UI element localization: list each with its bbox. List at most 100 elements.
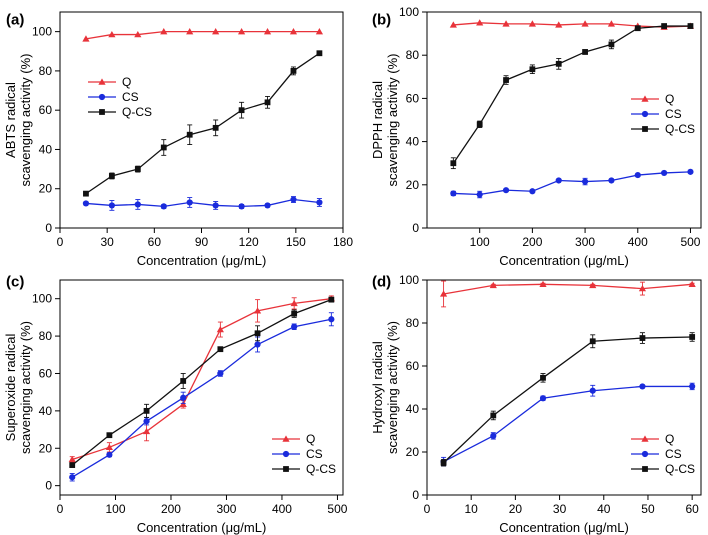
- data-point: [253, 307, 262, 314]
- legend-marker: [642, 466, 648, 472]
- data-point: [689, 334, 696, 340]
- data-point: [639, 383, 646, 390]
- y-tick-label: 80: [406, 316, 420, 330]
- plot-frame: [426, 279, 702, 496]
- data-point: [82, 35, 90, 42]
- legend-label: CS: [122, 90, 139, 104]
- y-axis-label: Superoxide radical: [3, 334, 18, 442]
- y-tick-label: 100: [399, 5, 419, 19]
- legend-label: Q: [306, 432, 315, 446]
- x-tick-label: 500: [327, 502, 347, 516]
- series-line: [453, 171, 691, 196]
- y-tick-label: 60: [406, 359, 420, 373]
- legend-marker: [642, 126, 648, 132]
- legend-label: CS: [665, 107, 682, 121]
- data-point: [555, 177, 562, 184]
- series-line: [443, 385, 693, 463]
- data-point: [476, 191, 483, 198]
- series-line: [85, 30, 320, 40]
- y-tick-label: 20: [39, 441, 53, 455]
- chart-panel-4: (d) 0 10 20 30 40 50 60 0 20 40 60 80 100 Concentratio…: [370, 273, 702, 535]
- data-point: [328, 296, 335, 303]
- y-axis-label: Hydroxyl radical: [370, 341, 385, 434]
- data-point: [69, 474, 76, 481]
- data-point: [502, 187, 510, 194]
- x-tick-label: 40: [597, 502, 611, 516]
- y-axis-label: scavenging activity (%): [385, 54, 400, 187]
- x-tick-label: 0: [57, 235, 64, 249]
- data-point: [639, 335, 646, 341]
- data-point: [160, 203, 167, 210]
- y-axis-label: DPPH radical: [370, 81, 385, 159]
- data-point: [449, 21, 457, 28]
- data-point: [263, 28, 272, 35]
- data-point: [264, 202, 271, 209]
- legend-marker: [641, 435, 649, 442]
- data-point: [69, 462, 76, 468]
- data-point: [160, 28, 168, 35]
- data-point: [490, 432, 497, 439]
- data-point: [490, 412, 497, 419]
- data-point: [638, 285, 647, 292]
- data-point: [291, 310, 298, 317]
- chart-panel-2: (b) 100 200 300 400 500 0 20 40 60 80 100 Concentrat…: [370, 5, 702, 268]
- x-tick-label: 0: [57, 502, 64, 516]
- series-q-cs: [83, 50, 323, 197]
- x-tick-label: 10: [465, 502, 479, 516]
- data-point: [212, 124, 219, 131]
- series-line: [85, 198, 320, 208]
- series-line: [71, 299, 332, 466]
- data-point: [450, 160, 457, 167]
- series-q: [439, 280, 696, 308]
- data-point: [180, 394, 187, 401]
- data-point: [180, 378, 187, 384]
- series-cs: [450, 168, 694, 199]
- x-axis-label: Concentration (μg/mL): [137, 253, 267, 268]
- data-point: [439, 290, 448, 297]
- y-tick-label: 100: [32, 25, 52, 39]
- legend-label: Q-CS: [665, 462, 695, 476]
- x-tick-label: 400: [272, 502, 292, 516]
- data-point: [186, 28, 194, 35]
- data-point: [134, 201, 141, 208]
- x-tick-label: 400: [628, 235, 648, 249]
- x-tick-label: 90: [195, 235, 209, 249]
- data-point: [83, 190, 89, 197]
- data-point: [634, 25, 641, 32]
- data-point: [216, 325, 224, 333]
- data-point: [529, 188, 536, 195]
- data-point: [581, 20, 589, 27]
- legend-label: Q: [665, 432, 674, 446]
- y-tick-label: 0: [412, 221, 419, 235]
- data-point: [291, 323, 298, 330]
- y-tick-label: 100: [32, 292, 52, 306]
- y-tick-label: 20: [39, 182, 53, 196]
- x-axis-label: Concentration (μg/mL): [137, 520, 267, 535]
- panel-label: (b): [372, 11, 391, 28]
- y-tick-label: 100: [399, 273, 419, 287]
- legend-label: CS: [306, 447, 323, 461]
- data-point: [450, 190, 457, 197]
- data-point: [290, 196, 297, 203]
- y-tick-label: 0: [45, 479, 52, 493]
- y-tick-label: 60: [406, 91, 420, 105]
- legend-marker: [641, 450, 649, 458]
- plot-frame: [426, 11, 702, 229]
- y-axis-label: ABTS radical: [3, 82, 18, 158]
- legend-label: Q-CS: [306, 462, 336, 476]
- data-point: [212, 202, 219, 209]
- legend-label: Q: [665, 92, 674, 106]
- series-line: [443, 336, 693, 464]
- data-point: [476, 19, 484, 26]
- data-point: [315, 28, 324, 35]
- x-tick-label: 180: [333, 235, 353, 249]
- series-line: [443, 283, 693, 295]
- data-point: [289, 28, 298, 35]
- x-tick-label: 20: [509, 502, 523, 516]
- series-q: [82, 28, 324, 42]
- legend-marker: [282, 435, 290, 442]
- series-line: [71, 318, 332, 478]
- x-tick-label: 200: [522, 235, 542, 249]
